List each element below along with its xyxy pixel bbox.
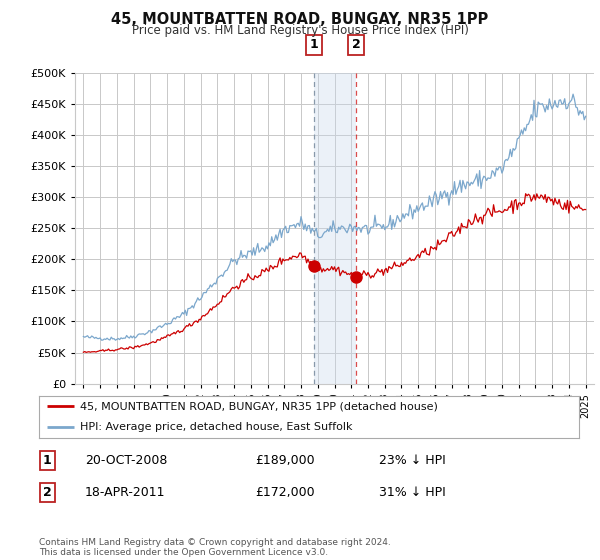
Text: 1: 1: [43, 454, 52, 467]
Text: 1: 1: [310, 38, 319, 52]
Text: £172,000: £172,000: [255, 486, 314, 500]
Text: 2: 2: [43, 486, 52, 500]
Text: 20-OCT-2008: 20-OCT-2008: [85, 454, 167, 467]
Bar: [314, 73, 356, 384]
Text: Price paid vs. HM Land Registry's House Price Index (HPI): Price paid vs. HM Land Registry's House …: [131, 24, 469, 36]
Text: 45, MOUNTBATTEN ROAD, BUNGAY, NR35 1PP (detached house): 45, MOUNTBATTEN ROAD, BUNGAY, NR35 1PP (…: [79, 402, 437, 412]
Text: 23% ↓ HPI: 23% ↓ HPI: [379, 454, 446, 467]
Text: 45, MOUNTBATTEN ROAD, BUNGAY, NR35 1PP: 45, MOUNTBATTEN ROAD, BUNGAY, NR35 1PP: [112, 12, 488, 27]
Text: HPI: Average price, detached house, East Suffolk: HPI: Average price, detached house, East…: [79, 422, 352, 432]
Text: 31% ↓ HPI: 31% ↓ HPI: [379, 486, 446, 500]
Text: 18-APR-2011: 18-APR-2011: [85, 486, 166, 500]
Text: £189,000: £189,000: [255, 454, 314, 467]
Text: Contains HM Land Registry data © Crown copyright and database right 2024.
This d: Contains HM Land Registry data © Crown c…: [39, 538, 391, 557]
Text: 2: 2: [352, 38, 361, 52]
